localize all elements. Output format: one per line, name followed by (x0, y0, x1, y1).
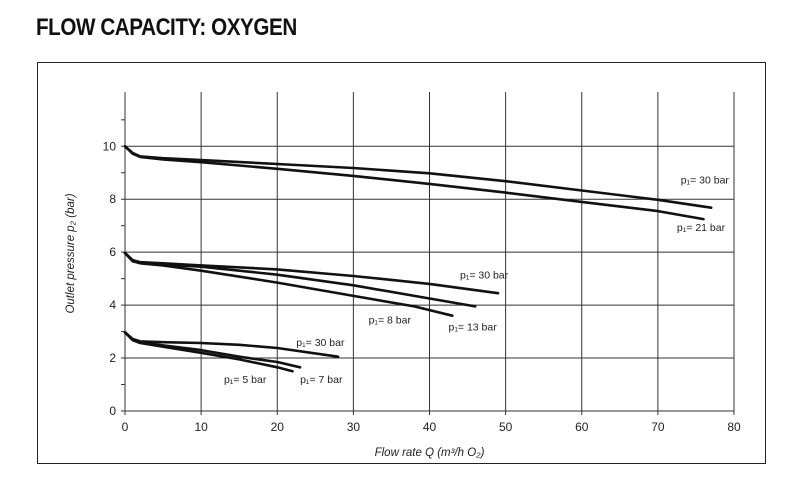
y-tick-label: 8 (109, 192, 116, 206)
chart-title: FLOW CAPACITY: OXYGEN (36, 14, 297, 41)
series-line-1 (123, 145, 713, 209)
y-tick-label: 6 (109, 245, 116, 259)
series-label-2: p₁= 21 bar (677, 222, 726, 234)
grid (121, 92, 735, 415)
x-tick-label: 40 (423, 420, 437, 434)
series-label-7: p₁= 7 bar (300, 374, 343, 386)
series-line-2 (123, 145, 705, 221)
series-label-5: p₁= 8 bar (369, 315, 412, 327)
curve-labels: p₁= 30 bar p₁= 21 bar p₁= 30 bar p₁= 13 bar… (224, 174, 729, 386)
series-line-5 (123, 251, 454, 318)
series-label-1: p₁= 30 bar (681, 174, 730, 186)
series-line-4 (123, 251, 477, 308)
series-lines (123, 145, 713, 373)
chart-frame (37, 62, 766, 464)
series-line-3 (123, 251, 500, 295)
x-tick-label: 10 (194, 420, 208, 434)
series-line-7 (123, 331, 302, 369)
x-tick-label: 80 (727, 420, 741, 434)
y-tick-label: 10 (103, 139, 117, 153)
series-label-4: p₁= 13 bar (449, 321, 498, 333)
x-axis-label: Flow rate Q (m³/h O₂) (375, 447, 485, 459)
series-label-8: p₁= 5 bar (224, 374, 267, 386)
x-tick-label: 50 (499, 420, 513, 434)
y-tick-label: 4 (109, 298, 116, 312)
y-tick-label: 0 (109, 404, 116, 418)
x-tick-label: 20 (271, 420, 285, 434)
series-label-3: p₁= 30 bar (460, 270, 509, 282)
series-line-8 (123, 331, 294, 373)
tick-labels: 0 10 20 30 40 50 60 70 80 0 2 4 6 8 10 (103, 139, 741, 434)
series-label-6: p₁= 30 bar (296, 337, 345, 349)
x-tick-label: 0 (122, 420, 129, 434)
y-axis-label: Outlet pressure p₂ (bar) (65, 193, 77, 313)
y-tick-label: 2 (109, 351, 116, 365)
x-tick-label: 70 (651, 420, 665, 434)
x-tick-label: 60 (575, 420, 589, 434)
x-tick-label: 30 (347, 420, 361, 434)
